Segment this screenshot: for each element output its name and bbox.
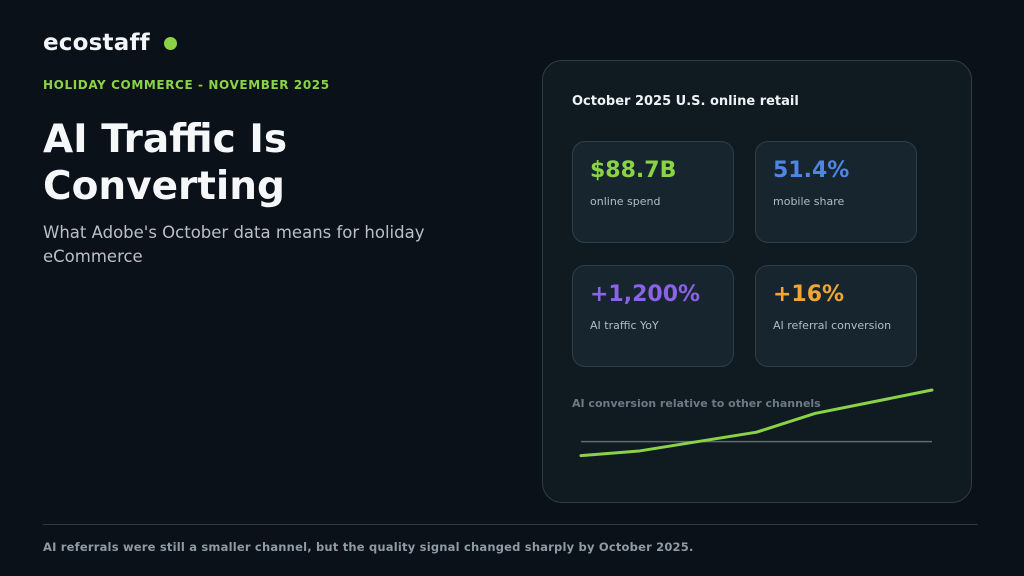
- stat-value: $88.7B: [590, 158, 677, 183]
- brand-dot-icon: [163, 36, 177, 50]
- stat-card-ai-traffic: +1,200% AI traffic YoY: [572, 265, 734, 367]
- brand-name: ecostaff: [43, 30, 150, 56]
- stat-label: mobile share: [773, 195, 845, 208]
- footer-divider: [43, 524, 978, 525]
- eyebrow-label: HOLIDAY COMMERCE - NOVEMBER 2025: [43, 78, 330, 92]
- stat-card-mobile-share: 51.4% mobile share: [755, 141, 917, 243]
- page-title-line-2: Converting: [43, 164, 285, 209]
- chart-series-line-0: [579, 388, 934, 458]
- footer-note: AI referrals were still a smaller channe…: [43, 540, 694, 554]
- chart-label: AI conversion relative to other channels: [572, 397, 821, 410]
- stat-value: +1,200%: [590, 282, 701, 307]
- stat-label: online spend: [590, 195, 661, 208]
- brand: ecostaff: [43, 30, 177, 56]
- stat-card-ai-referral-conversion: +16% AI referral conversion: [755, 265, 917, 367]
- stat-label: AI traffic YoY: [590, 319, 659, 332]
- panel-title: October 2025 U.S. online retail: [572, 94, 799, 109]
- page-subtitle: What Adobe's October data means for holi…: [43, 223, 425, 266]
- trend-chart: [579, 388, 934, 458]
- stat-value: +16%: [773, 282, 845, 307]
- page-title: AI Traffic Is Converting: [43, 116, 463, 210]
- stat-label: AI referral conversion: [773, 319, 892, 332]
- page-title-line-1: AI Traffic Is: [43, 117, 288, 162]
- stat-value: 51.4%: [773, 158, 850, 183]
- stats-panel: October 2025 U.S. online retail $88.7B o…: [542, 60, 972, 503]
- stat-card-online-spend: $88.7B online spend: [572, 141, 734, 243]
